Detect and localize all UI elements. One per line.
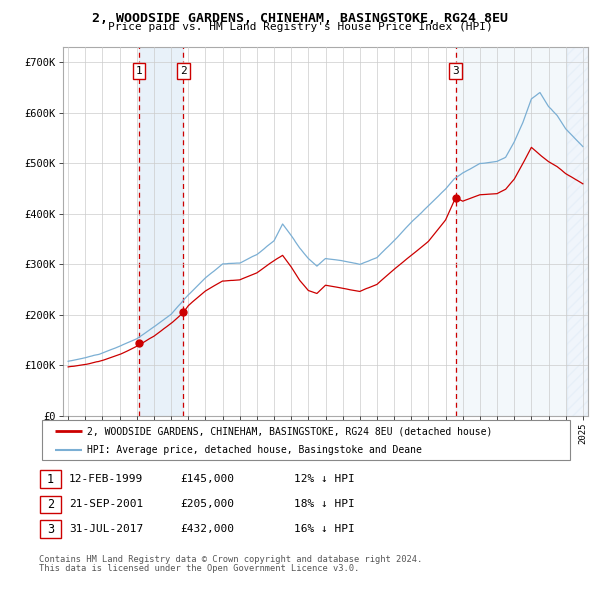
- Text: Price paid vs. HM Land Registry's House Price Index (HPI): Price paid vs. HM Land Registry's House …: [107, 22, 493, 32]
- Bar: [567, 47, 588, 416]
- Text: 3: 3: [47, 523, 54, 536]
- Text: 3: 3: [452, 66, 459, 76]
- Text: HPI: Average price, detached house, Basingstoke and Deane: HPI: Average price, detached house, Basi…: [87, 445, 422, 455]
- Text: 1: 1: [47, 473, 54, 486]
- Text: 2, WOODSIDE GARDENS, CHINEHAM, BASINGSTOKE, RG24 8EU: 2, WOODSIDE GARDENS, CHINEHAM, BASINGSTO…: [92, 12, 508, 25]
- Text: 2: 2: [180, 66, 187, 76]
- Bar: [455, 47, 567, 416]
- Text: £432,000: £432,000: [180, 525, 234, 534]
- Text: £205,000: £205,000: [180, 500, 234, 509]
- FancyBboxPatch shape: [40, 496, 61, 513]
- Text: 16% ↓ HPI: 16% ↓ HPI: [294, 525, 355, 534]
- Text: 2: 2: [47, 498, 54, 511]
- Text: 31-JUL-2017: 31-JUL-2017: [69, 525, 143, 534]
- FancyBboxPatch shape: [40, 470, 61, 488]
- Text: Contains HM Land Registry data © Crown copyright and database right 2024.: Contains HM Land Registry data © Crown c…: [39, 555, 422, 563]
- Text: 12% ↓ HPI: 12% ↓ HPI: [294, 474, 355, 484]
- FancyBboxPatch shape: [40, 520, 61, 538]
- Text: 12-FEB-1999: 12-FEB-1999: [69, 474, 143, 484]
- Text: 21-SEP-2001: 21-SEP-2001: [69, 500, 143, 509]
- Text: This data is licensed under the Open Government Licence v3.0.: This data is licensed under the Open Gov…: [39, 564, 359, 573]
- Text: £145,000: £145,000: [180, 474, 234, 484]
- Text: 2, WOODSIDE GARDENS, CHINEHAM, BASINGSTOKE, RG24 8EU (detached house): 2, WOODSIDE GARDENS, CHINEHAM, BASINGSTO…: [87, 427, 492, 437]
- Text: 1: 1: [135, 66, 142, 76]
- Bar: [139, 47, 184, 416]
- Text: 18% ↓ HPI: 18% ↓ HPI: [294, 500, 355, 509]
- FancyBboxPatch shape: [42, 420, 570, 460]
